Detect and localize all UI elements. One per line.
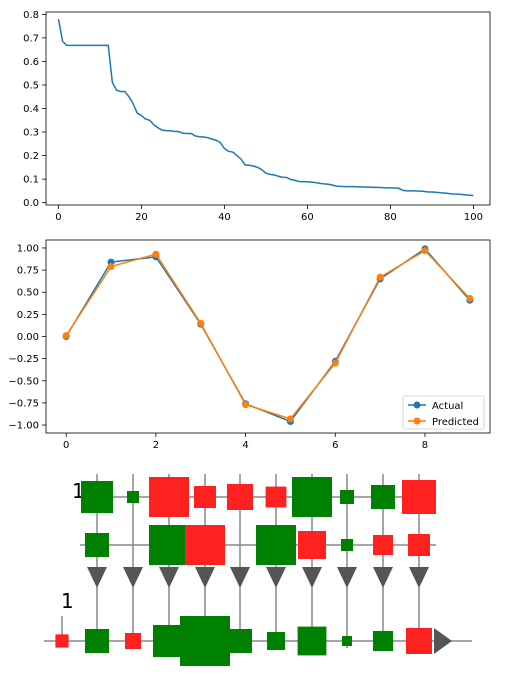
- legend-actual-marker: [413, 401, 421, 409]
- down-arrow: [373, 567, 393, 588]
- down-arrow: [123, 567, 143, 588]
- data-point-predicted: [331, 359, 339, 367]
- weight-square-row2: [85, 533, 109, 557]
- loss-curve: [57, 18, 474, 197]
- weight-square-output: [55, 634, 69, 648]
- weight-square-output: [180, 616, 230, 666]
- weight-square-row1: [340, 490, 354, 504]
- down-arrow: [409, 567, 429, 588]
- weight-square-output: [297, 626, 327, 656]
- y-tick-label: −0.50: [8, 376, 39, 387]
- y-tick-label: 0.7: [23, 33, 39, 44]
- weight-square-output: [85, 629, 109, 653]
- weight-square-output: [267, 632, 285, 650]
- prediction-chart-series: [62, 245, 474, 425]
- down-arrow: [302, 567, 322, 588]
- data-point-predicted: [152, 250, 160, 258]
- weight-square-row2: [341, 539, 353, 551]
- loss-chart-ticks: 0 20 40 60 80 100 0.0 0.1 0.2 0.3 0.4 0.5 0.6 0.7 0.8: [23, 10, 483, 223]
- down-arrow: [87, 567, 107, 588]
- data-point-predicted: [376, 273, 384, 281]
- down-arrow: [337, 567, 357, 588]
- y-tick-label: −0.75: [8, 398, 39, 409]
- y-tick-label: 0.50: [17, 288, 39, 299]
- weight-square-output: [228, 629, 252, 653]
- x-tick-label: 20: [135, 212, 148, 223]
- weight-square-row2: [373, 535, 393, 555]
- weight-square-row1: [227, 484, 253, 510]
- data-point-predicted: [197, 319, 205, 327]
- x-tick-label: 8: [422, 440, 428, 451]
- weight-square-row2: [298, 531, 326, 559]
- y-tick-label: 0.2: [23, 151, 39, 162]
- weight-square-output: [406, 628, 432, 654]
- weight-square-row1: [81, 481, 113, 513]
- weight-square-output: [373, 631, 393, 651]
- diagram-elements: [44, 474, 472, 666]
- x-tick-label: 80: [384, 212, 397, 223]
- legend: Actual Predicted: [402, 395, 485, 430]
- weight-square-row1: [292, 477, 332, 517]
- diagram-label-bottom: 1: [61, 589, 74, 613]
- y-tick-label: 0.5: [23, 80, 39, 91]
- weight-square-output: [125, 633, 141, 649]
- prediction-chart-ticks: 0 2 4 6 8 −1.00 −0.75 −0.50 −0.25 0.00 0.25 0.50 0.7…: [8, 243, 428, 451]
- x-tick-label: 100: [464, 212, 483, 223]
- y-tick-label: −1.00: [8, 421, 39, 432]
- y-tick-label: 0.1: [23, 175, 39, 186]
- x-tick-label: 0: [63, 440, 69, 451]
- legend-predicted-marker: [413, 417, 421, 425]
- weight-square-output: [342, 636, 352, 646]
- down-arrow: [230, 567, 250, 588]
- weight-square-row1: [402, 480, 436, 514]
- y-tick-label: 1.00: [17, 243, 39, 254]
- x-tick-label: 6: [332, 440, 338, 451]
- series-line-predicted: [65, 249, 471, 420]
- data-point-predicted: [421, 247, 429, 255]
- weight-square-row2: [256, 525, 296, 565]
- weight-square-row1: [371, 485, 395, 509]
- y-tick-label: 0.75: [17, 266, 39, 277]
- weight-square-row1: [127, 491, 139, 503]
- weight-square-row1: [265, 486, 287, 508]
- y-tick-label: 0.00: [17, 332, 39, 343]
- down-arrow: [266, 567, 286, 588]
- data-point-predicted: [242, 401, 250, 409]
- y-tick-label: 0.3: [23, 128, 39, 139]
- output-arrow: [434, 628, 452, 654]
- prediction-chart: 0 2 4 6 8 −1.00 −0.75 −0.50 −0.25 0.00 0.25 0.50 0.7…: [8, 239, 491, 451]
- y-tick-label: 0.6: [23, 57, 39, 68]
- x-tick-label: 0: [55, 212, 61, 223]
- x-tick-label: 2: [153, 440, 159, 451]
- loss-chart: 0 20 40 60 80 100 0.0 0.1 0.2 0.3 0.4 0.5 0.6 0.7 0.8: [23, 10, 491, 223]
- data-point-predicted: [286, 415, 294, 423]
- down-arrow: [195, 567, 215, 588]
- legend-predicted-label: Predicted: [432, 417, 479, 428]
- circuit-diagram: 1 1: [44, 474, 472, 666]
- down-arrow: [159, 567, 179, 588]
- y-tick-label: 0.0: [23, 198, 39, 209]
- weight-square-row1: [194, 486, 216, 508]
- weight-square-output: [153, 625, 185, 657]
- weight-square-row2: [149, 525, 189, 565]
- x-tick-label: 40: [218, 212, 231, 223]
- data-point-predicted: [466, 294, 474, 302]
- data-point-predicted: [107, 263, 115, 271]
- x-tick-label: 60: [301, 212, 314, 223]
- x-tick-label: 4: [242, 440, 248, 451]
- y-tick-label: −0.25: [8, 354, 39, 365]
- y-tick-label: 0.4: [23, 104, 39, 115]
- y-tick-label: 0.8: [23, 10, 39, 21]
- y-tick-label: 0.25: [17, 310, 39, 321]
- loss-chart-frame: [45, 11, 491, 206]
- weight-square-row1: [149, 477, 189, 517]
- data-point-predicted: [62, 332, 70, 340]
- weight-square-row2: [185, 525, 225, 565]
- legend-actual-label: Actual: [432, 401, 463, 412]
- weight-square-row2: [408, 534, 430, 556]
